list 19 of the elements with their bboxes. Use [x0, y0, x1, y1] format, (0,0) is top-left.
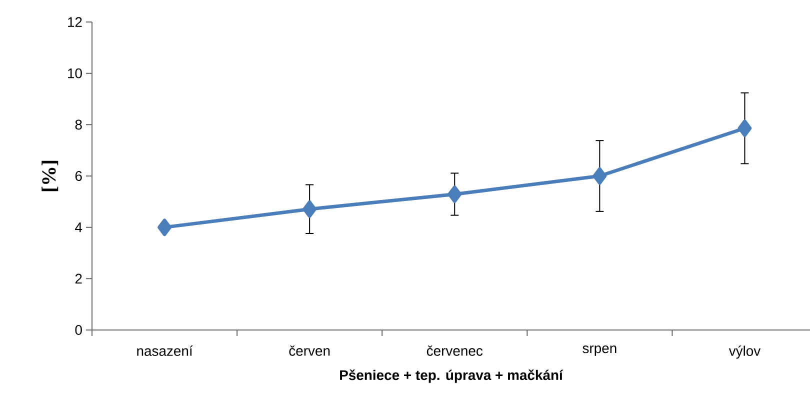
- y-tick-label: 4: [75, 222, 82, 232]
- x-tick-label: srpen: [582, 346, 616, 356]
- x-tick-label: červenec: [426, 346, 483, 356]
- y-tick-label: 10: [68, 68, 82, 78]
- y-axis-title: [%]: [42, 160, 58, 192]
- point: [302, 200, 317, 218]
- x-tick-label: výlov: [728, 346, 761, 359]
- y-tick-label: 8: [75, 120, 82, 130]
- point: [738, 120, 752, 137]
- y-tick-label: 6: [75, 171, 82, 181]
- y-tick-label: 0: [75, 325, 82, 335]
- x-tick-label: červen: [289, 346, 330, 356]
- point: [448, 186, 462, 203]
- x-axis-title: Pšeniece + tep. úprava + mačkání: [340, 370, 564, 383]
- point: [592, 167, 607, 185]
- x-tick-label: nasazení: [137, 346, 193, 356]
- y-tick-label: 2: [75, 274, 82, 284]
- y-tick-label: 12: [68, 17, 82, 27]
- point: [158, 218, 172, 236]
